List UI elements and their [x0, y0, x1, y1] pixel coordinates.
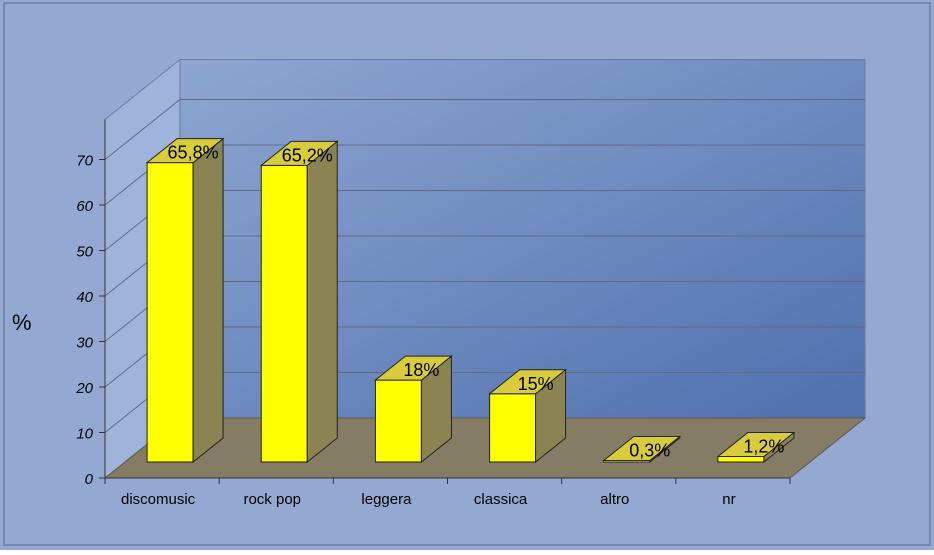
x-tick-label: altro — [600, 491, 629, 508]
bar — [602, 435, 682, 464]
bar-top — [373, 355, 453, 381]
y-tick-label: 50 — [76, 244, 93, 261]
bar-side — [192, 137, 224, 464]
y-tick-label: 70 — [76, 153, 93, 170]
bar — [373, 355, 453, 464]
bar — [716, 431, 796, 464]
chart-frame — [3, 2, 931, 546]
data-label: 15% — [518, 374, 554, 394]
y-tick-label: 60 — [76, 198, 93, 215]
y-tick-label: 20 — [75, 380, 93, 397]
data-label: 0,3% — [629, 441, 670, 461]
bar-top — [602, 436, 682, 461]
bar-front — [146, 162, 194, 463]
data-label: 1,2% — [743, 437, 784, 457]
x-tick-label: leggera — [361, 491, 412, 508]
y-tick-label: 10 — [76, 426, 93, 443]
x-tick-label: rock pop — [243, 491, 301, 508]
bar-top — [716, 432, 796, 458]
bar — [488, 368, 568, 464]
bar-top — [145, 138, 225, 164]
bar-top — [259, 140, 339, 166]
y-tick-label: 40 — [76, 289, 93, 306]
bar-front — [374, 379, 422, 463]
bar — [259, 140, 339, 464]
bar-side — [306, 140, 338, 464]
data-label: 18% — [403, 360, 439, 380]
x-tick-label: discomusic — [121, 491, 196, 508]
gridline — [104, 99, 865, 160]
y-tick-label: 30 — [76, 335, 93, 352]
bar — [145, 137, 225, 464]
x-tick-label: nr — [722, 491, 735, 508]
data-label: 65,2% — [282, 145, 333, 165]
bar-front — [489, 393, 537, 463]
bar-front — [717, 456, 765, 463]
data-label: 65,8% — [168, 143, 219, 163]
y-tick-label: 0 — [85, 471, 94, 488]
x-tick-label: classica — [474, 491, 528, 508]
bar-front — [260, 164, 308, 463]
bar-top — [488, 369, 568, 395]
y-axis-title: % — [12, 310, 32, 335]
